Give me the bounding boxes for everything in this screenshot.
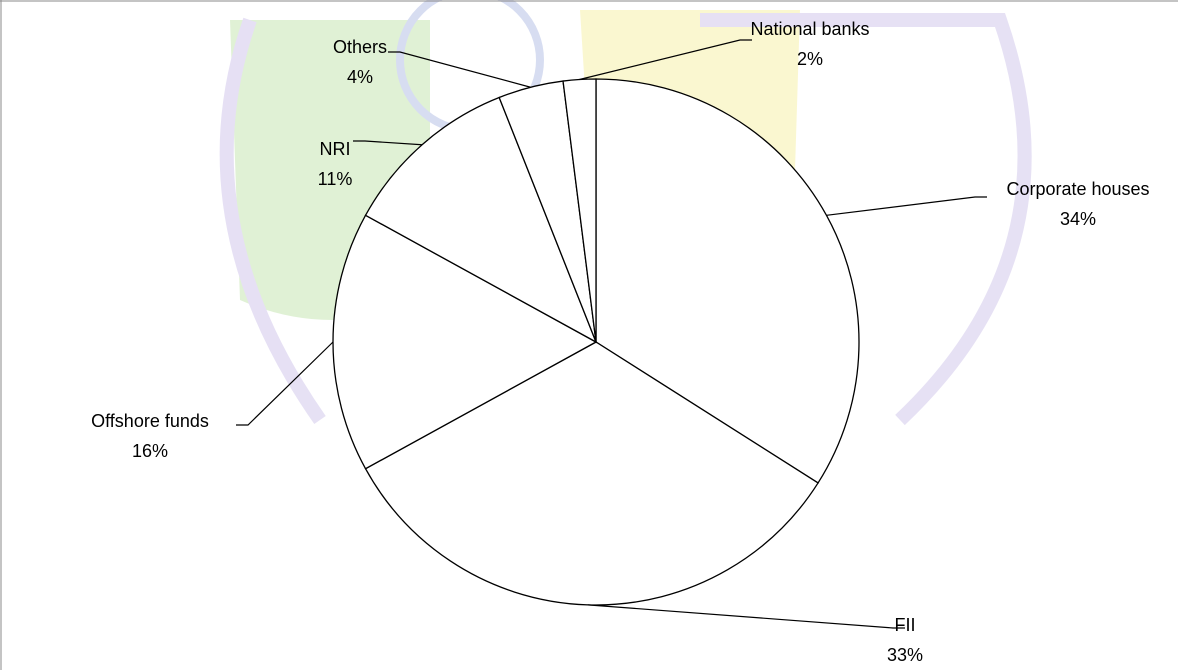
slice-value-label: 34% <box>1060 209 1096 229</box>
slice-label: FII <box>895 615 916 635</box>
slice-value-label: 11% <box>318 169 353 189</box>
slice-value-label: 33% <box>887 645 923 665</box>
leader-line <box>826 197 987 215</box>
slice-label: National banks <box>750 19 869 39</box>
chart: Corporate houses 34% FII 33% Offshore funds 1… <box>0 0 1178 670</box>
slice-label: NRI <box>320 139 351 159</box>
slice-label: Offshore funds <box>91 411 209 431</box>
leader-line <box>588 605 905 628</box>
slice-value-label: 16% <box>132 441 168 461</box>
slice-label: Others <box>333 37 387 57</box>
slice-value-label: 2% <box>797 49 823 69</box>
slice-label: Corporate houses <box>1006 179 1149 199</box>
slice-value-label: 4% <box>347 67 373 87</box>
